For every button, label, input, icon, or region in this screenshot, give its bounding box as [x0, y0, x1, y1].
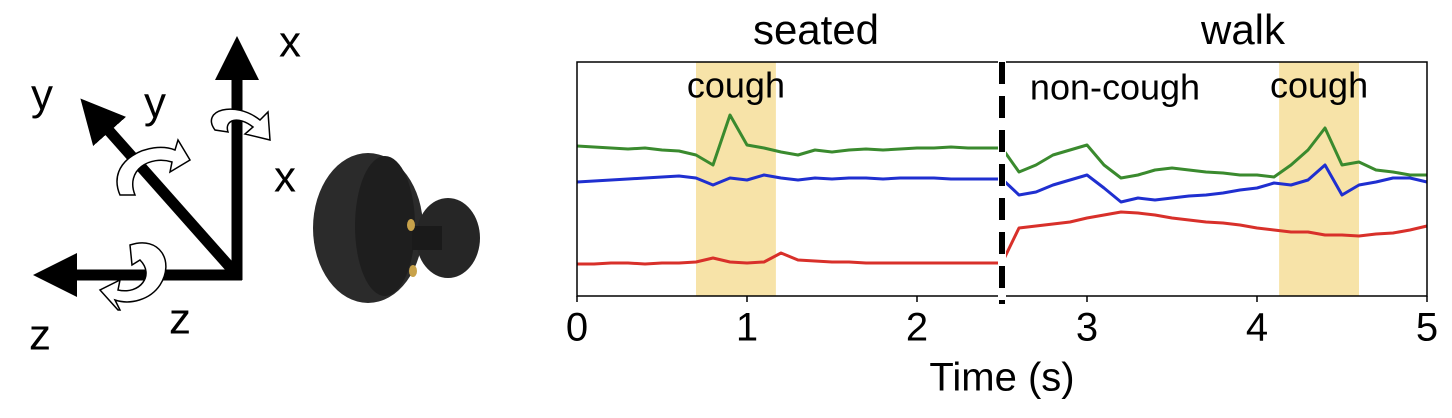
axis-label: y	[31, 71, 53, 120]
region-label: cough	[1270, 65, 1368, 106]
earbud-side	[355, 156, 415, 296]
axis-label: z	[29, 311, 51, 360]
axes-diagram: x y z x y z	[29, 18, 301, 360]
nozzle	[412, 226, 442, 250]
axis-label: x	[279, 18, 301, 67]
segment-label: walk	[1200, 6, 1286, 53]
rotation-label: z	[169, 295, 191, 344]
contact	[409, 265, 417, 277]
x-tick-label: 0	[566, 306, 588, 350]
contact	[407, 219, 415, 231]
x-tick-label: 5	[1416, 306, 1438, 350]
rotation-label: y	[144, 79, 166, 128]
x-tick-label: 1	[736, 306, 758, 350]
y-rotation-arrow	[116, 138, 192, 196]
x-tick-label: 4	[1246, 306, 1268, 350]
x-tick-label: 2	[906, 306, 928, 350]
x-axis-label: Time (s)	[929, 356, 1074, 400]
y-axis-arrow	[80, 98, 242, 279]
rotation-label: x	[274, 153, 296, 202]
ear-tip	[416, 198, 480, 278]
z-rotation-arrow	[98, 242, 167, 311]
segment-label: seated	[753, 6, 879, 53]
earbud	[313, 153, 480, 303]
annotation: non-cough	[1030, 67, 1200, 108]
x-tick-label: 3	[1076, 306, 1098, 350]
cough-region	[1279, 62, 1359, 296]
x-rotation-arrow	[210, 108, 271, 141]
plot: 0 1 2 3 4 5 Time (s) seated walk cough cough non-co…	[566, 6, 1438, 399]
region-label: cough	[687, 65, 785, 106]
